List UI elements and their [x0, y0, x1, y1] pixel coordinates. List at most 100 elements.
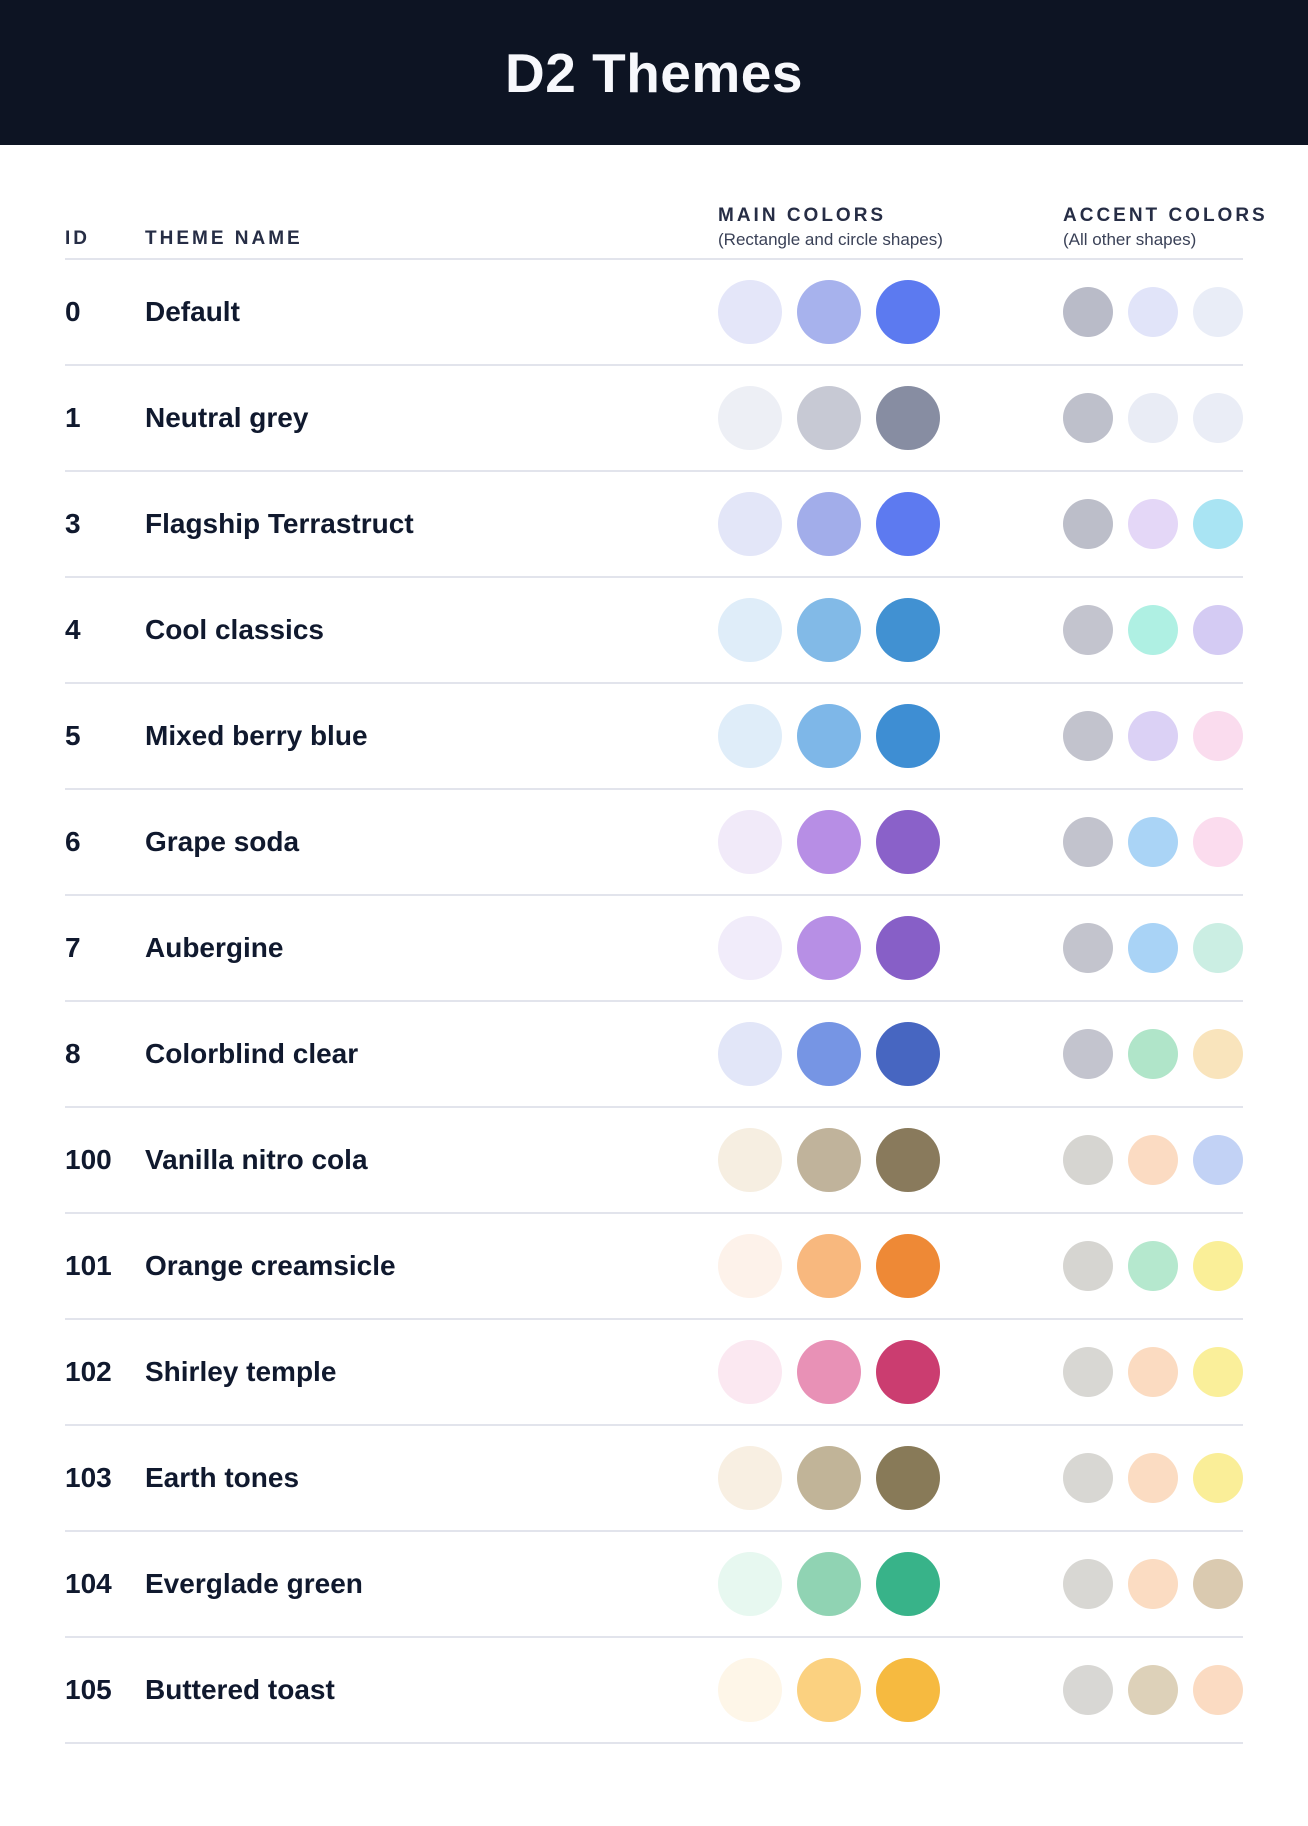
accent-color-swatch — [1063, 605, 1113, 655]
main-color-swatch — [797, 1340, 861, 1404]
accent-colors-sublabel: (All other shapes) — [1063, 230, 1197, 249]
theme-id: 3 — [65, 508, 81, 539]
theme-row: 105 Buttered toast — [65, 1638, 1243, 1744]
main-color-swatch — [718, 1234, 782, 1298]
accent-color-swatch — [1193, 1135, 1243, 1185]
theme-row: 102 Shirley temple — [65, 1320, 1243, 1426]
main-color-swatch — [876, 1658, 940, 1722]
main-color-swatch — [797, 386, 861, 450]
accent-color-swatches — [1063, 1241, 1243, 1291]
accent-color-swatch — [1193, 499, 1243, 549]
main-color-swatch — [876, 386, 940, 450]
title-banner: D2 Themes — [0, 0, 1308, 145]
accent-color-swatch — [1193, 287, 1243, 337]
accent-color-swatch — [1128, 287, 1178, 337]
accent-color-swatches — [1063, 1559, 1243, 1609]
theme-name: Neutral grey — [145, 402, 309, 433]
main-color-swatch — [797, 1022, 861, 1086]
main-color-swatch — [797, 1234, 861, 1298]
main-color-swatch — [718, 386, 782, 450]
main-color-swatch — [718, 1658, 782, 1722]
accent-color-swatches — [1063, 1665, 1243, 1715]
theme-name: Shirley temple — [145, 1356, 337, 1387]
accent-color-swatch — [1193, 1241, 1243, 1291]
accent-color-swatch — [1128, 1347, 1178, 1397]
theme-name: Grape soda — [145, 826, 300, 857]
column-header-main-colors: MAIN COLORS (Rectangle and circle shapes… — [718, 205, 943, 250]
main-color-swatch — [718, 1340, 782, 1404]
accent-color-swatch — [1193, 393, 1243, 443]
theme-row: 3 Flagship Terrastruct — [65, 472, 1243, 578]
accent-color-swatch — [1128, 1559, 1178, 1609]
main-color-swatch — [797, 1128, 861, 1192]
accent-color-swatches — [1063, 1135, 1243, 1185]
main-color-swatch — [876, 280, 940, 344]
main-color-swatch — [797, 598, 861, 662]
accent-colors-label: ACCENT COLORS — [1063, 205, 1268, 226]
main-color-swatch — [797, 916, 861, 980]
theme-name: Flagship Terrastruct — [145, 508, 414, 539]
main-colors-label: MAIN COLORS — [718, 205, 887, 226]
accent-color-swatch — [1193, 1347, 1243, 1397]
theme-name: Cool classics — [145, 614, 324, 645]
main-color-swatch — [876, 1340, 940, 1404]
main-color-swatch — [718, 598, 782, 662]
theme-name: Orange creamsicle — [145, 1250, 396, 1281]
accent-color-swatches — [1063, 711, 1243, 761]
theme-row: 5 Mixed berry blue — [65, 684, 1243, 790]
main-color-swatch — [797, 1552, 861, 1616]
theme-id: 6 — [65, 826, 81, 857]
main-color-swatch — [797, 492, 861, 556]
accent-color-swatch — [1193, 1665, 1243, 1715]
table-header-row: ID THEME NAME MAIN COLORS (Rectangle and… — [65, 145, 1268, 260]
accent-color-swatch — [1063, 499, 1113, 549]
main-color-swatch — [876, 1022, 940, 1086]
accent-color-swatch — [1193, 817, 1243, 867]
accent-color-swatch — [1193, 1453, 1243, 1503]
accent-color-swatch — [1063, 923, 1113, 973]
main-color-swatches — [718, 1340, 940, 1404]
main-color-swatches — [718, 1234, 940, 1298]
accent-color-swatch — [1128, 817, 1178, 867]
accent-color-swatch — [1063, 393, 1113, 443]
main-color-swatch — [876, 1446, 940, 1510]
accent-color-swatches — [1063, 1453, 1243, 1503]
theme-id: 104 — [65, 1568, 112, 1599]
main-color-swatch — [876, 1552, 940, 1616]
main-color-swatches — [718, 704, 940, 768]
main-color-swatch — [797, 280, 861, 344]
accent-color-swatch — [1193, 923, 1243, 973]
accent-color-swatch — [1128, 1665, 1178, 1715]
theme-name: Vanilla nitro cola — [145, 1144, 368, 1175]
accent-color-swatch — [1193, 1559, 1243, 1609]
main-color-swatches — [718, 1658, 940, 1722]
theme-id: 4 — [65, 614, 81, 645]
theme-id: 5 — [65, 720, 81, 751]
main-color-swatch — [797, 1446, 861, 1510]
main-color-swatches — [718, 1446, 940, 1510]
theme-id: 102 — [65, 1356, 112, 1387]
theme-row: 101 Orange creamsicle — [65, 1214, 1243, 1320]
accent-color-swatch — [1063, 1453, 1113, 1503]
theme-row: 8 Colorblind clear — [65, 1002, 1243, 1108]
accent-color-swatch — [1063, 1347, 1113, 1397]
accent-color-swatch — [1128, 1029, 1178, 1079]
accent-color-swatch — [1063, 287, 1113, 337]
theme-id: 1 — [65, 402, 81, 433]
accent-color-swatch — [1128, 711, 1178, 761]
accent-color-swatch — [1193, 605, 1243, 655]
theme-row: 6 Grape soda — [65, 790, 1243, 896]
theme-name: Default — [145, 296, 240, 327]
theme-id: 8 — [65, 1038, 81, 1069]
accent-color-swatch — [1128, 499, 1178, 549]
table-body: 0 Default 1 Neutral grey 3 Flags — [65, 260, 1243, 1744]
theme-row: 1 Neutral grey — [65, 366, 1243, 472]
main-color-swatch — [718, 1128, 782, 1192]
main-color-swatch — [797, 1658, 861, 1722]
main-color-swatches — [718, 1022, 940, 1086]
theme-id: 105 — [65, 1674, 112, 1705]
theme-name: Buttered toast — [145, 1674, 335, 1705]
accent-color-swatch — [1128, 923, 1178, 973]
main-color-swatch — [876, 492, 940, 556]
accent-color-swatch — [1128, 1135, 1178, 1185]
